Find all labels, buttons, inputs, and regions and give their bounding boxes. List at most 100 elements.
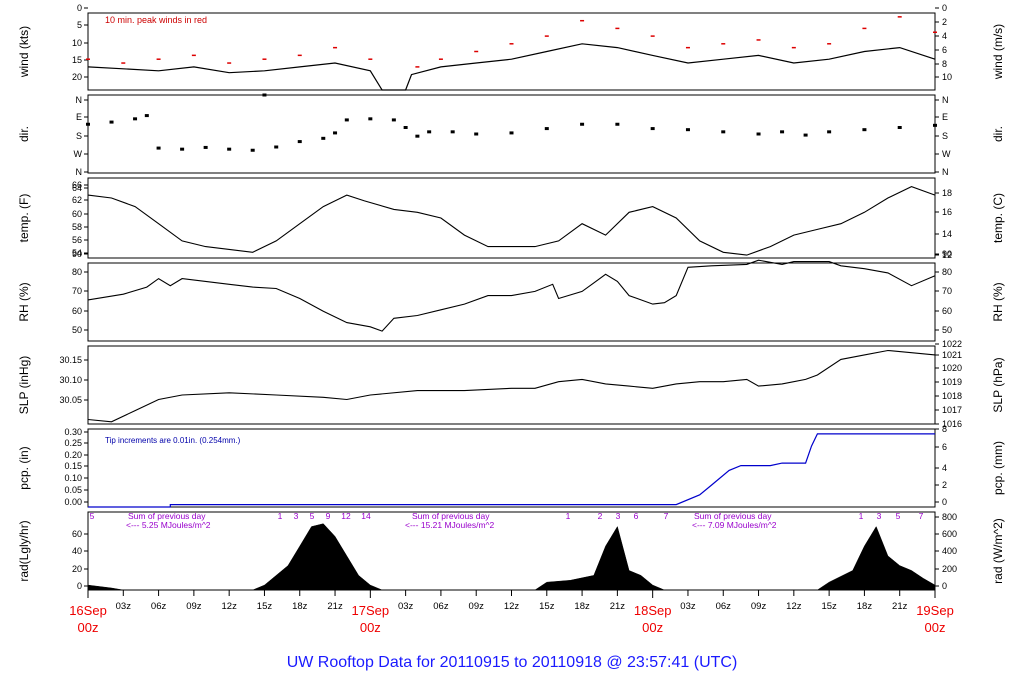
radiation-area: [87, 523, 936, 591]
direction-frame: [87, 94, 936, 174]
radiation-right-tick-label: 0: [942, 581, 947, 591]
precipitation-ylabel-left: pcp. (in): [17, 446, 31, 489]
wind-ylabel-right: wind (m/s): [991, 24, 1005, 80]
radiation-hour-mark: 5: [90, 511, 95, 521]
precipitation-left-tick-label: 0.05: [64, 485, 82, 495]
relative_humidity-panel: RH (%) RH (%) 50 60 70 80 90 50 60 70 80 90: [17, 249, 1005, 342]
direction-point: [180, 147, 185, 151]
sea_level_pressure-right-tick-label: 1019: [942, 377, 962, 387]
wind-left-tick-label: 20: [72, 72, 82, 82]
direction-point: [827, 130, 832, 134]
radiation-hour-mark: 14: [361, 511, 371, 521]
direction-point: [368, 117, 373, 121]
x-tick-label: 06z: [433, 601, 449, 612]
radiation-left-tick-label: 40: [72, 546, 82, 556]
radiation-hour-mark: 12: [341, 511, 351, 521]
radiation-hour-mark: 3: [616, 511, 621, 521]
radiation-frame: [87, 511, 936, 591]
direction-ylabel-left: dir.: [17, 126, 31, 142]
x-tick-label: 15z: [257, 601, 273, 612]
sea_level_pressure-right-tick-label: 1022: [942, 339, 962, 349]
wind-left-tick-label: 5: [77, 20, 82, 30]
direction-point: [86, 122, 90, 126]
direction-point: [650, 127, 655, 131]
radiation-hour-mark: 5: [310, 511, 315, 521]
day-zulu-label: 00z: [360, 620, 381, 635]
precipitation-left-tick-label: 0.15: [64, 461, 82, 471]
sea_level_pressure-right-tick-label: 1017: [942, 405, 962, 415]
direction-point: [427, 130, 432, 134]
wind-ylabel-left: wind (kts): [17, 26, 31, 78]
radiation-daily-total: Sum of previous day: [128, 511, 206, 521]
day-label: 17Sep: [352, 603, 390, 618]
radiation-daily-total: Sum of previous day: [694, 511, 772, 521]
temperature-left-tick-label: 66: [72, 180, 82, 190]
direction-point: [321, 136, 326, 140]
direction-point: [544, 127, 549, 131]
x-tick-label: 09z: [186, 601, 202, 612]
direction-right-tick-label: W: [942, 149, 951, 159]
x-tick-label: 21z: [610, 601, 626, 612]
radiation-hour-mark: 5: [896, 511, 901, 521]
direction-point: [933, 123, 937, 127]
x-tick-label: 09z: [751, 601, 767, 612]
relative_humidity-right-tick-label: 80: [942, 267, 952, 277]
x-tick-label: 06z: [716, 601, 732, 612]
x-tick-label: 18z: [292, 601, 308, 612]
direction-left-tick-label: N: [76, 167, 83, 177]
wind-panel: wind (kts) wind (m/s) 0 5 10 15 20 0 2 4 6 8 10 10 mi…: [17, 3, 1005, 91]
temperature-left-tick-label: 62: [72, 195, 82, 205]
direction-point: [509, 131, 514, 135]
wind-left-tick-label: 15: [72, 55, 82, 65]
sea_level_pressure-ylabel-right: SLP (hPa): [991, 357, 1005, 412]
x-tick-label: 21z: [327, 601, 343, 612]
day-label: 18Sep: [634, 603, 672, 618]
direction-point: [333, 131, 338, 135]
direction-point: [403, 126, 408, 129]
precipitation-right-tick-label: 0: [942, 497, 947, 507]
day-label: 19Sep: [916, 603, 954, 618]
radiation-hour-mark: 7: [664, 511, 669, 521]
direction-point: [274, 145, 279, 149]
wind-right-tick-label: 0: [942, 3, 947, 13]
radiation-left-tick-label: 60: [72, 529, 82, 539]
wind-mean-line: [87, 43, 936, 91]
relative_humidity-ylabel-right: RH (%): [991, 282, 1005, 321]
sea_level_pressure-right-tick-label: 1021: [942, 350, 962, 360]
wind-right-tick-label: 2: [942, 17, 947, 27]
direction-point: [685, 128, 690, 132]
direction-left-tick-label: S: [76, 131, 82, 141]
direction-point: [344, 118, 349, 122]
direction-point: [227, 147, 232, 151]
x-tick-label: 12z: [504, 601, 520, 612]
relative_humidity-right-tick-label: 90: [942, 249, 952, 259]
precipitation-left-tick-label: 0.20: [64, 450, 82, 460]
temperature-left-tick-label: 58: [72, 222, 82, 232]
radiation-hour-mark: 1: [278, 511, 283, 521]
x-tick-label: 18z: [574, 601, 590, 612]
direction-point: [450, 130, 455, 134]
x-tick-label: 21z: [892, 601, 908, 612]
precipitation-ylabel-right: pcp. (mm): [991, 441, 1005, 495]
sea_level_pressure-right-tick-label: 1018: [942, 391, 962, 401]
x-tick-label: 06z: [151, 601, 167, 612]
day-zulu-label: 00z: [925, 620, 946, 635]
radiation-daily-total: <--- 5.25 MJoules/m^2: [126, 520, 211, 530]
sea_level_pressure-left-tick-label: 30.05: [59, 395, 82, 405]
precipitation-left-tick-label: 0.30: [64, 427, 82, 437]
direction-point: [156, 146, 161, 150]
direction-right-tick-label: N: [942, 95, 949, 105]
direction-point: [862, 128, 867, 132]
direction-point: [391, 118, 396, 122]
direction-left-tick-label: N: [76, 95, 83, 105]
direction-right-tick-label: N: [942, 167, 949, 177]
temperature-line: [87, 186, 936, 256]
temperature-right-tick-label: 12: [942, 250, 952, 260]
radiation-hour-mark: 1: [859, 511, 864, 521]
direction-ylabel-right: dir.: [991, 126, 1005, 142]
precipitation-right-tick-label: 6: [942, 442, 947, 452]
radiation-right-tick-label: 600: [942, 529, 957, 539]
wind-annotation: 10 min. peak winds in red: [105, 15, 207, 25]
precipitation-left-tick-label: 0.25: [64, 438, 82, 448]
relative_humidity-frame: [87, 262, 936, 342]
